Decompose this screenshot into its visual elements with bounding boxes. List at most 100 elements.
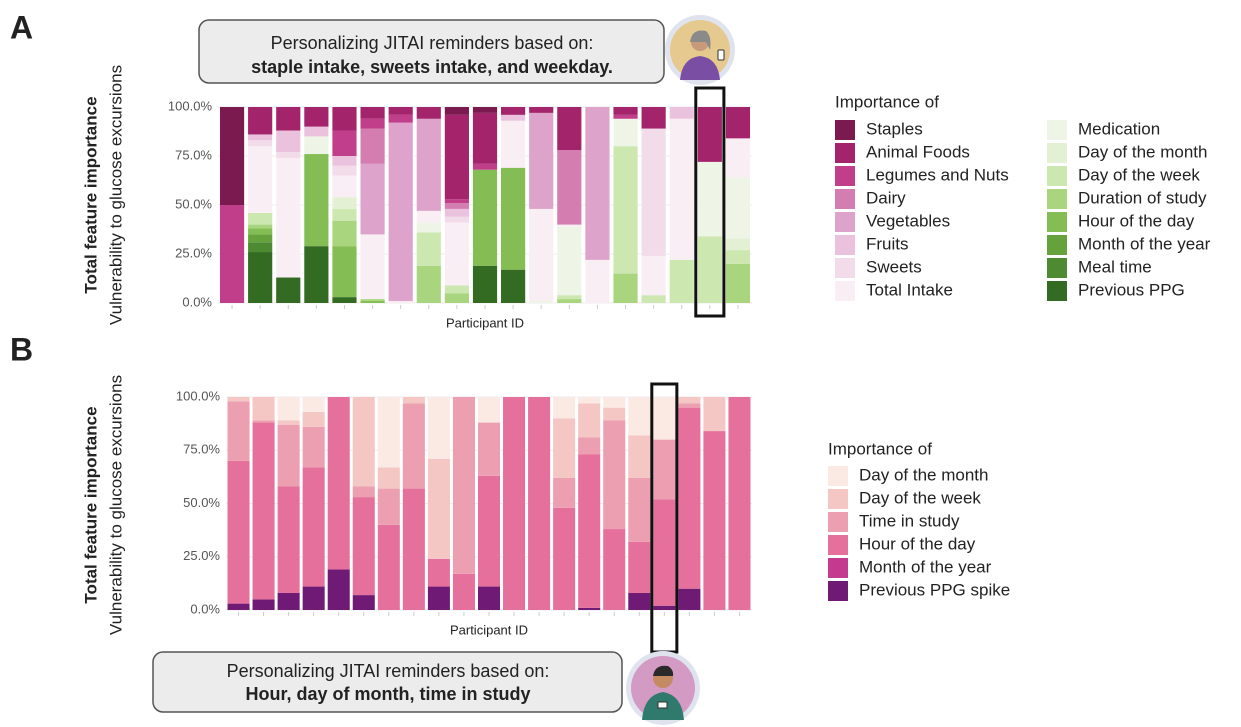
legend-label: Dairy xyxy=(866,188,906,207)
bar-segment xyxy=(557,299,582,303)
bar-segment xyxy=(503,397,526,610)
legend-swatch xyxy=(828,489,848,509)
bar-segment xyxy=(388,114,413,123)
callout-box xyxy=(198,19,665,84)
bar-segment xyxy=(227,397,250,402)
avatar-body xyxy=(680,56,720,80)
legend-swatch xyxy=(828,581,848,601)
bar-segment xyxy=(248,234,273,243)
bar-segment xyxy=(416,232,441,266)
bar-segment xyxy=(703,397,726,432)
bar-segment xyxy=(603,529,626,610)
bar-segment xyxy=(277,397,300,421)
bar-segment xyxy=(603,420,626,530)
bar-segment xyxy=(669,118,694,260)
legend-label: Day of the month xyxy=(1078,142,1207,161)
callout-line: Personalizing JITAI reminders based on: xyxy=(227,661,550,681)
x-axis-title: Participant ID xyxy=(446,315,524,330)
avatar-a xyxy=(665,15,735,85)
legend-label: Hour of the day xyxy=(1078,211,1195,230)
bar-segment xyxy=(360,234,385,300)
bar-segment xyxy=(416,265,441,303)
legend-swatch xyxy=(835,281,855,301)
bar-segment xyxy=(452,573,475,610)
callout-line: Personalizing JITAI reminders based on: xyxy=(271,33,594,53)
bar-segment xyxy=(653,439,676,500)
bar-segment xyxy=(628,541,651,593)
bar-segment xyxy=(697,107,722,162)
bar-segment xyxy=(725,138,751,178)
legend-swatch xyxy=(1047,281,1067,301)
bar-segment xyxy=(641,128,666,256)
bar-segment xyxy=(304,136,329,155)
legend-label: Previous PPG xyxy=(1078,280,1185,299)
legend-swatch xyxy=(828,466,848,486)
bar-segment xyxy=(252,599,275,610)
bar-segment xyxy=(725,177,751,239)
bar-segment xyxy=(697,161,722,237)
bar-segment xyxy=(628,592,651,610)
bar-segment xyxy=(332,175,357,198)
bar-segment xyxy=(669,259,694,303)
bar-segment xyxy=(553,418,576,478)
bar-segment xyxy=(725,238,751,251)
legend-label: Sweets xyxy=(866,257,922,276)
bar-segment xyxy=(472,163,498,170)
bar-segment xyxy=(416,210,441,223)
bar-segment xyxy=(725,263,751,303)
legend-swatch xyxy=(1047,166,1067,186)
bar-segment xyxy=(728,397,751,610)
bar-segment xyxy=(276,152,301,158)
avatar-b xyxy=(626,651,700,725)
bar-segment xyxy=(302,467,325,587)
bar-segment xyxy=(332,246,357,298)
bar-segment xyxy=(653,499,676,606)
bar-segment xyxy=(585,107,610,260)
bar-segment xyxy=(252,422,275,600)
legend-label: Time in study xyxy=(859,511,960,530)
bar-segment xyxy=(332,197,357,209)
avatar-phone xyxy=(657,701,668,709)
legend-label: Hour of the day xyxy=(859,534,976,553)
bar-segment xyxy=(277,420,300,425)
legend-label: Vegetables xyxy=(866,211,950,230)
bar-segment xyxy=(603,407,626,421)
y-tick-label: 75.0% xyxy=(175,147,212,162)
bar-segment xyxy=(557,107,582,151)
y-tick-label: 25.0% xyxy=(183,548,220,563)
legend-swatch xyxy=(835,120,855,140)
bar-segment xyxy=(352,486,375,498)
bar-segment xyxy=(388,107,413,115)
x-axis-title: Participant ID xyxy=(450,622,528,637)
legend-swatch xyxy=(835,166,855,186)
y-axis-subtitle: Vulnerability to glucose excursions xyxy=(106,65,125,325)
bar-segment xyxy=(678,403,701,408)
bar-segment xyxy=(304,107,329,127)
bar-segment xyxy=(477,586,501,610)
bar-segment xyxy=(529,208,554,302)
bar-segment xyxy=(377,397,400,468)
bar-segment xyxy=(332,165,357,176)
callout-box xyxy=(152,651,623,713)
bar-segment xyxy=(501,114,526,121)
bar-segment xyxy=(402,403,425,489)
legend-swatch xyxy=(828,535,848,555)
legend-swatch xyxy=(1047,120,1067,140)
bar-segment xyxy=(332,297,357,303)
legend-title: Importance of xyxy=(828,439,932,458)
bar-segment xyxy=(578,437,601,455)
bar-segment xyxy=(613,107,638,115)
bar-segment xyxy=(332,208,357,221)
legend-label: Medication xyxy=(1078,119,1160,138)
bar-segment xyxy=(332,156,357,166)
legend-swatch xyxy=(835,258,855,278)
bar-segment xyxy=(641,107,666,129)
bar-segment xyxy=(529,112,554,209)
bar-segment xyxy=(252,397,275,421)
bar-segment xyxy=(304,126,329,137)
bar-segment xyxy=(388,301,413,303)
bar-segment xyxy=(444,222,469,286)
y-axis-title: Total feature importance xyxy=(81,96,100,293)
bar-segment xyxy=(248,140,273,147)
